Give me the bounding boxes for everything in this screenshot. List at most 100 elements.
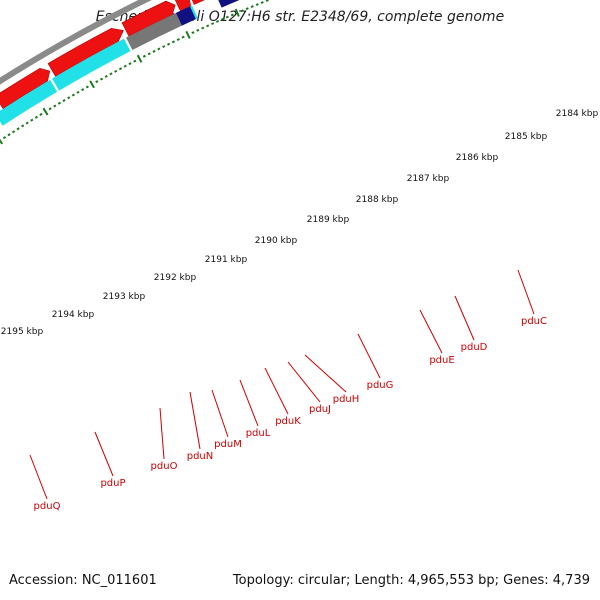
gene-leader-8 [211,389,229,438]
gene-leader-7 [239,379,259,427]
gene-leader-2 [419,309,443,354]
scale-tick-55 [260,1,264,4]
scale-tick-24 [109,72,113,76]
gene-label-pduD: pduD [461,342,488,353]
scale-tick-2 [7,133,11,137]
cds-block-2 [126,11,184,51]
scale-tick-45 [211,22,215,26]
gene-label-pduO: pduO [151,461,178,472]
scale-tick-13 [57,101,61,105]
gene-leader-10 [159,407,165,460]
kbp-label-4: 2188 kbp [356,195,399,205]
gene-label-pduN: pduN [187,451,214,462]
gene-leader-3 [357,333,381,379]
kbp-label-5: 2189 kbp [307,215,350,225]
kbp-label-9: 2193 kbp [103,292,146,302]
scale-tick-20 [89,80,95,89]
scale-tick-41 [191,31,195,35]
feature-track-red [0,0,205,110]
scale-tick-5 [21,124,25,128]
scale-tick-50 [234,8,240,17]
scale-tick-6 [25,121,29,125]
gene-leader-12 [29,454,48,500]
scale-tick-49 [230,13,234,17]
scale-tick-32 [147,52,151,56]
cds-block-4 [176,6,196,26]
scale-tick-15 [67,96,71,100]
gene-label-pduE: pduE [429,355,454,366]
scale-tick-53 [250,5,254,8]
kbp-label-0: 2184 kbp [556,109,599,119]
scale-tick-7 [30,118,34,122]
topology-label: Topology: circular; Length: 4,965,553 bp… [232,573,590,588]
gene-label-pduM: pduM [214,439,242,450]
kbp-label-11: 2195 kbp [1,327,44,337]
gene-label-pduG: pduG [367,380,394,391]
gene-leader-6 [264,367,289,415]
scale-tick-56 [265,0,269,2]
map-title: Escherichia coli O127:H6 str. E2348/69, … [95,9,505,25]
gene-label-pduL: pduL [246,428,271,439]
feature-track-cds [0,0,240,126]
gene-leader-5 [287,361,321,403]
scale-tick-43 [201,26,205,30]
kbp-label-10: 2194 kbp [52,310,95,320]
gene-label-pduC: pduC [521,316,547,327]
red-feature-4 [191,0,205,5]
scale-tick-14 [62,98,66,102]
gene-leader-4 [304,354,347,393]
scale-tick-47 [220,17,224,21]
scale-tick-10 [42,107,49,116]
scale-tick-3 [11,130,16,134]
scale-tick-4 [16,127,20,131]
kbp-label-2: 2186 kbp [456,153,499,163]
scale-tick-51 [240,9,244,13]
scale-tick-46 [215,20,220,23]
scale-tick-28 [128,62,132,66]
scale-tick-38 [176,38,180,41]
gene-leader-1 [454,295,475,341]
gene-leader-11 [94,431,114,477]
kbp-label-3: 2187 kbp [407,174,450,184]
scale-tick-21 [95,80,99,84]
scale-tick-1 [2,136,7,140]
cds-block-1 [52,38,131,91]
kbp-label-8: 2192 kbp [154,273,197,283]
kbp-label-1: 2185 kbp [505,132,548,142]
gene-leader-0 [517,269,535,315]
scale-tick-17 [76,90,80,94]
scale-tick-52 [245,7,249,11]
scale-tick-23 [104,74,108,78]
scale-tick-27 [123,64,127,68]
scale-tick-0 [0,138,4,145]
scale-labels: 2184 kbp 2185 kbp 2186 kbp 2187 kbp 2188 kbp… [1,109,599,337]
scale-tick-9 [39,112,43,116]
gene-label-pduJ: pduJ [309,404,331,415]
scale-ticks [0,0,269,145]
cds-block-0 [0,79,58,126]
scale-tick-37 [171,40,175,44]
gene-leader-9 [189,391,201,450]
accession-label: Accession: NC_011601 [9,573,157,588]
scale-tick-34 [157,47,161,51]
scale-tick-40 [185,30,191,39]
scale-tick-30 [136,54,143,63]
scale-tick-18 [81,88,85,92]
scale-tick-31 [142,54,146,58]
scale-tick-44 [206,24,210,28]
scale-tick-48 [225,15,229,19]
scale-tick-35 [162,45,166,49]
scale-tick-12 [53,104,57,108]
scale-tick-36 [166,42,171,46]
scale-tick-11 [48,107,52,111]
scale-tick-39 [181,35,185,39]
scale-tick-54 [255,3,259,6]
scale-tick-22 [99,77,104,81]
scale-tick-16 [71,93,75,97]
scale-tick-19 [85,85,89,89]
scale-tick-8 [34,115,38,119]
scale-tick-42 [196,28,200,32]
cds-block-5 [218,0,240,8]
